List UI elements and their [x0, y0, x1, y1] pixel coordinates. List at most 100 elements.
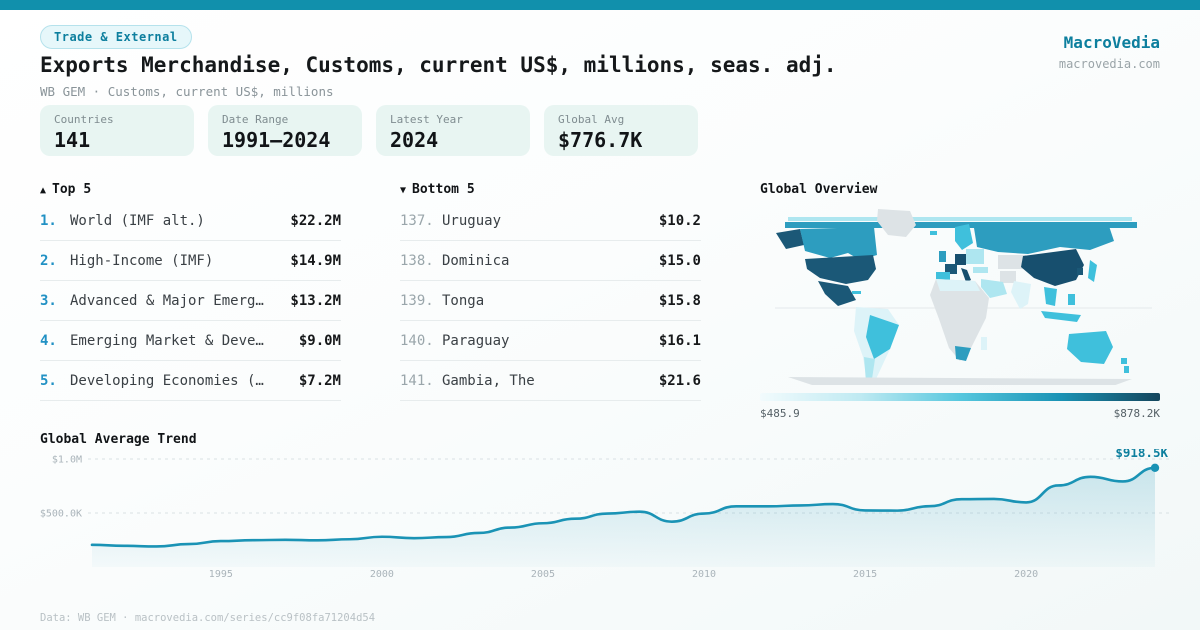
trend-title: Global Average Trend — [40, 432, 197, 447]
map-south-africa — [955, 346, 971, 361]
rank: 3. — [40, 292, 57, 309]
top-accent-bar — [0, 0, 1200, 10]
map-central-asia — [998, 255, 1026, 269]
top5-panel: ▲ Top 5 1. World (IMF alt.) $22.2M 2. Hig… — [40, 182, 341, 401]
bottom5-rows: 137. Uruguay $10.2 138. Dominica $15.0 1… — [400, 201, 701, 401]
page-subtitle: WB GEM · Customs, current US$, millions — [40, 84, 334, 99]
stat-label: Global Avg — [558, 113, 625, 126]
map-scandinavia — [955, 224, 973, 250]
map-arctic-stripe — [785, 222, 1137, 228]
map-antarctica — [788, 377, 1132, 385]
country-name: High-Income (IMF) — [70, 252, 214, 269]
svg-text:$1.0M: $1.0M — [52, 455, 82, 466]
colorbar-min-label: $485.9 — [760, 407, 800, 420]
map-north-africa — [936, 279, 980, 291]
svg-text:$500.0K: $500.0K — [40, 509, 82, 520]
rank: 139. — [400, 292, 434, 309]
map-new-zealand — [1121, 358, 1127, 364]
map-alaska — [776, 229, 804, 249]
map-korea — [1077, 268, 1083, 275]
rank: 141. — [400, 372, 434, 389]
map-title: Global Overview — [760, 182, 878, 197]
list-item: 139. Tonga $15.8 — [400, 281, 701, 321]
map-iceland — [930, 231, 937, 235]
map-brazil — [866, 315, 899, 359]
rank: 5. — [40, 372, 57, 389]
svg-text:$918.5K: $918.5K — [1115, 449, 1168, 460]
triangle-up-icon: ▲ — [40, 185, 47, 196]
stat-value: 141 — [54, 128, 91, 152]
svg-text:2015: 2015 — [853, 569, 877, 580]
map-spain — [936, 272, 950, 280]
country-value: $22.2M — [290, 212, 341, 229]
map-germany — [955, 254, 966, 265]
country-value: $9.0M — [298, 332, 341, 349]
map-india — [1011, 281, 1031, 309]
country-name: Emerging Market & Deve… — [70, 332, 264, 349]
category-badge: Trade & External — [40, 25, 192, 49]
svg-text:2005: 2005 — [531, 569, 555, 580]
list-item: 137. Uruguay $10.2 — [400, 201, 701, 241]
list-item: 2. High-Income (IMF) $14.9M — [40, 241, 341, 281]
top5-rows: 1. World (IMF alt.) $22.2M 2. High-Incom… — [40, 201, 341, 401]
stat-card-countries: Countries 141 — [40, 105, 194, 156]
rank: 137. — [400, 212, 434, 229]
country-value: $14.9M — [290, 252, 341, 269]
map-africa — [930, 279, 989, 361]
map-italy — [961, 268, 971, 282]
page-title: Exports Merchandise, Customs, current US… — [40, 53, 837, 77]
list-item: 141. Gambia, The $21.6 — [400, 361, 701, 401]
map-philippines — [1068, 294, 1075, 305]
bottom5-header: ▼ Bottom 5 — [400, 182, 701, 197]
rank: 1. — [40, 212, 57, 229]
country-name: World (IMF alt.) — [70, 212, 205, 229]
map-caribbean — [852, 291, 861, 294]
list-item: 3. Advanced & Major Emerg… $13.2M — [40, 281, 341, 321]
country-value: $15.0 — [658, 252, 701, 269]
map-iran — [1000, 271, 1016, 283]
map-panel: Global Overview — [760, 182, 1160, 420]
map-turkey — [973, 267, 988, 273]
country-name: Gambia, The — [442, 372, 535, 389]
stat-label: Countries — [54, 113, 114, 126]
map-vietnam-thailand — [1044, 287, 1057, 306]
map-australia — [1067, 331, 1113, 364]
map-greenland — [877, 209, 916, 237]
map-new-zealand — [1124, 366, 1129, 373]
map-russia — [974, 223, 1114, 254]
list-item: 140. Paraguay $16.1 — [400, 321, 701, 361]
stat-value: 1991—2024 — [222, 128, 331, 152]
stat-value: 2024 — [390, 128, 439, 152]
footer-attribution: Data: WB GEM · macrovedia.com/series/cc9… — [40, 612, 376, 624]
map-madagascar — [981, 337, 987, 350]
country-name: Advanced & Major Emerg… — [70, 292, 264, 309]
bottom5-header-label: Bottom 5 — [412, 182, 475, 197]
map-japan — [1088, 260, 1097, 282]
country-value: $7.2M — [298, 372, 341, 389]
country-value: $10.2 — [658, 212, 701, 229]
map-usa — [805, 255, 876, 284]
map-eastern-europe — [966, 249, 984, 264]
world-choropleth-map — [775, 209, 1152, 385]
triangle-down-icon: ▼ — [400, 185, 407, 196]
country-name: Tonga — [442, 292, 485, 309]
rank: 4. — [40, 332, 57, 349]
svg-text:2010: 2010 — [692, 569, 716, 580]
map-arctic-stripe — [788, 217, 1132, 221]
list-item: 5. Developing Economies (… $7.2M — [40, 361, 341, 401]
stat-card-latest-year: Latest Year 2024 — [376, 105, 530, 156]
brand-domain: macrovedia.com — [1058, 57, 1160, 71]
svg-text:2000: 2000 — [370, 569, 394, 580]
country-value: $21.6 — [658, 372, 701, 389]
country-name: Uruguay — [442, 212, 502, 229]
stat-card-global-avg: Global Avg $776.7K — [544, 105, 698, 156]
bottom5-panel: ▼ Bottom 5 137. Uruguay $10.2 138. Domini… — [400, 182, 701, 401]
top5-header: ▲ Top 5 — [40, 182, 341, 197]
map-saudi-arabia — [981, 279, 1007, 298]
rank: 138. — [400, 252, 434, 269]
map-uk — [939, 251, 946, 262]
country-value: $15.8 — [658, 292, 701, 309]
rank: 2. — [40, 252, 57, 269]
svg-text:2020: 2020 — [1014, 569, 1038, 580]
map-canada — [800, 227, 877, 260]
